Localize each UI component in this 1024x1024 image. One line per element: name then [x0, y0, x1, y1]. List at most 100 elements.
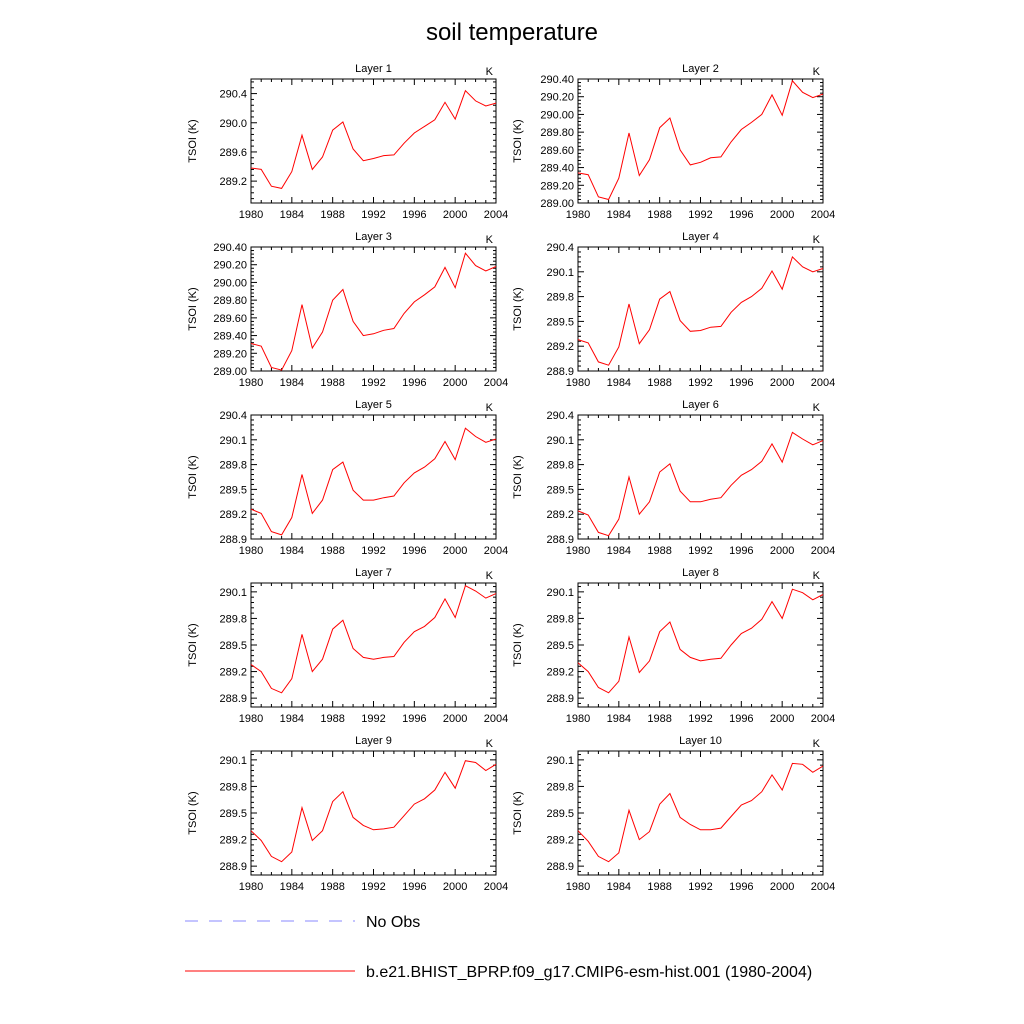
- y-tick-label: 290.40: [540, 74, 574, 86]
- y-tick-label: 289.80: [540, 127, 574, 139]
- series-line-model: [250, 252, 497, 371]
- y-tick-label: 289.80: [213, 295, 247, 307]
- y-tick-label: 289.5: [546, 808, 574, 820]
- y-tick-label: 288.9: [546, 861, 574, 873]
- y-tick-label: 289.8: [219, 613, 247, 625]
- plot-frame: [577, 582, 824, 708]
- units-label: K: [486, 570, 494, 582]
- y-tick-label: 290.4: [546, 242, 574, 254]
- series-line-model: [577, 762, 824, 863]
- y-tick-label: 289.40: [213, 331, 247, 343]
- x-tick-label: 1988: [320, 209, 344, 221]
- y-axis-label: TSOI (K): [512, 119, 524, 162]
- panel-layer-5: Layer 5 K TSOI (K) 1980 1984 1988 1992 1996 2000…: [187, 399, 508, 557]
- units-label: K: [486, 66, 494, 78]
- y-tick-label: 289.40: [540, 163, 574, 175]
- x-tick-label: 1996: [402, 881, 426, 893]
- legend-obs-label: No Obs: [366, 914, 420, 931]
- panel-title: Layer 7: [355, 567, 392, 579]
- panel-title: Layer 6: [682, 399, 719, 411]
- units-label: K: [813, 738, 821, 750]
- units-label: K: [486, 234, 494, 246]
- x-tick-label: 2000: [770, 209, 794, 221]
- x-tick-label: 1988: [647, 713, 671, 725]
- y-axis-label: TSOI (K): [512, 455, 524, 498]
- x-tick-label: 1992: [361, 713, 385, 725]
- x-tick-label: 2004: [811, 209, 835, 221]
- units-label: K: [813, 570, 821, 582]
- units-label: K: [813, 66, 821, 78]
- x-tick-label: 1984: [607, 377, 631, 389]
- x-tick-label: 1992: [361, 377, 385, 389]
- y-tick-label: 290.00: [213, 277, 247, 289]
- y-tick-label: 289.8: [219, 781, 247, 793]
- plot-frame: [577, 414, 824, 540]
- series-line-model: [577, 255, 824, 366]
- x-tick-label: 2004: [811, 713, 835, 725]
- x-tick-label: 1984: [280, 377, 304, 389]
- x-tick-label: 1996: [729, 209, 753, 221]
- y-axis-label: TSOI (K): [187, 119, 199, 162]
- y-tick-label: 289.60: [213, 313, 247, 325]
- units-label: K: [486, 738, 494, 750]
- y-tick-label: 290.00: [540, 109, 574, 121]
- panel-title: Layer 8: [682, 567, 719, 579]
- y-tick-label: 289.5: [546, 640, 574, 652]
- y-tick-label: 289.2: [546, 341, 574, 353]
- series-line-model: [250, 584, 497, 694]
- units-label: K: [813, 402, 821, 414]
- x-tick-label: 1980: [566, 881, 590, 893]
- y-tick-label: 288.9: [546, 693, 574, 705]
- panel-layer-8: Layer 8 K TSOI (K) 1980 1984 1988 1992 1996 2000…: [512, 567, 835, 725]
- y-tick-label: 290.4: [546, 410, 574, 422]
- y-tick-label: 289.8: [546, 613, 574, 625]
- y-tick-label: 290.1: [546, 435, 574, 447]
- panel-layer-1: Layer 1 K TSOI (K) 1980 1984 1988 1992 1996 2000…: [187, 63, 508, 221]
- x-tick-label: 1992: [688, 713, 712, 725]
- panel-title: Layer 3: [355, 231, 392, 243]
- y-tick-label: 289.20: [213, 348, 247, 360]
- y-tick-label: 288.9: [219, 534, 247, 546]
- y-tick-label: 290.1: [546, 755, 574, 767]
- units-label: K: [486, 402, 494, 414]
- y-tick-label: 289.2: [219, 509, 247, 521]
- x-tick-label: 2000: [443, 713, 467, 725]
- x-tick-label: 2004: [484, 545, 508, 557]
- x-tick-label: 2000: [443, 881, 467, 893]
- x-tick-label: 1984: [607, 713, 631, 725]
- x-tick-label: 1980: [566, 713, 590, 725]
- y-axis-label: TSOI (K): [512, 623, 524, 666]
- y-tick-label: 290.4: [219, 410, 247, 422]
- x-tick-label: 1996: [729, 377, 753, 389]
- x-tick-label: 2004: [484, 713, 508, 725]
- y-tick-label: 290.1: [546, 267, 574, 279]
- y-axis-label: TSOI (K): [187, 623, 199, 666]
- x-tick-label: 1992: [688, 377, 712, 389]
- x-tick-label: 2004: [811, 377, 835, 389]
- y-tick-label: 289.5: [219, 484, 247, 496]
- units-label: K: [813, 234, 821, 246]
- y-tick-label: 289.8: [546, 781, 574, 793]
- series-line-model: [250, 89, 497, 189]
- x-tick-label: 2004: [484, 209, 508, 221]
- panel-title: Layer 2: [682, 63, 719, 75]
- x-tick-label: 1980: [239, 545, 263, 557]
- plot-frame: [577, 78, 824, 204]
- x-tick-label: 1988: [320, 377, 344, 389]
- panels: Layer 1 K TSOI (K) 1980 1984 1988 1992 1996 2000…: [187, 63, 835, 893]
- x-tick-label: 2000: [770, 713, 794, 725]
- y-axis-label: TSOI (K): [512, 791, 524, 834]
- x-tick-label: 1988: [647, 377, 671, 389]
- y-tick-label: 289.00: [540, 198, 574, 210]
- x-tick-label: 1992: [361, 209, 385, 221]
- x-tick-label: 1988: [647, 881, 671, 893]
- x-tick-label: 1984: [607, 209, 631, 221]
- y-tick-label: 289.2: [219, 667, 247, 679]
- y-tick-label: 289.5: [219, 808, 247, 820]
- x-tick-label: 1988: [320, 545, 344, 557]
- panel-layer-9: Layer 9 K TSOI (K) 1980 1984 1988 1992 1996 2000…: [187, 735, 508, 893]
- y-tick-label: 290.20: [213, 260, 247, 272]
- x-tick-label: 1988: [647, 209, 671, 221]
- y-tick-label: 290.1: [219, 755, 247, 767]
- x-tick-label: 1996: [729, 713, 753, 725]
